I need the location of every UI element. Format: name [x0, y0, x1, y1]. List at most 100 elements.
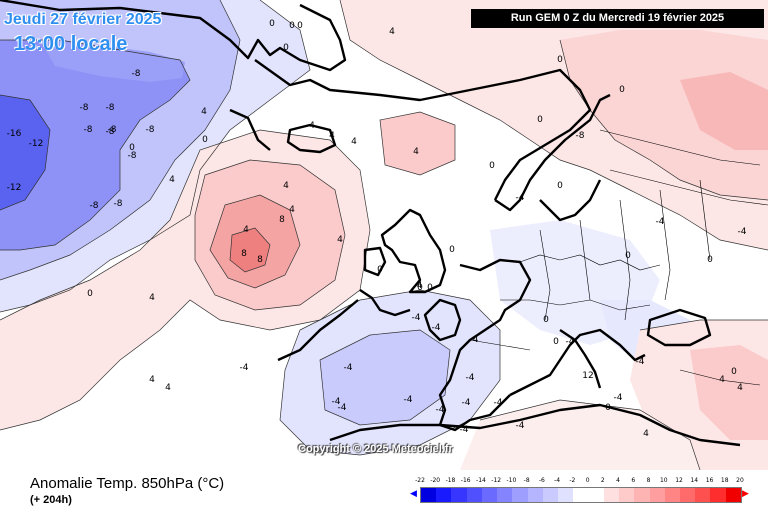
contour-label: 0 — [377, 265, 383, 275]
contour-label: 0 — [417, 283, 423, 293]
run-info-banner: Run GEM 0 Z du Mercredi 19 février 2025 — [471, 9, 764, 28]
contour-label: -4 — [436, 405, 445, 415]
legend-tick-label: -14 — [476, 477, 486, 484]
legend-tick-label: 8 — [646, 477, 651, 484]
legend-tick-label: 10 — [659, 477, 668, 484]
contour-label: 0 — [619, 85, 625, 95]
legend-tick-label: 20 — [736, 477, 744, 484]
contour-label: -4 — [566, 337, 575, 347]
contour-label: -8 — [576, 131, 585, 141]
legend-swatch — [634, 488, 650, 502]
contour-label: 0 — [283, 43, 289, 53]
contour-label: -8 — [132, 69, 141, 79]
legend-tick-label: -16 — [460, 477, 471, 484]
contour-label: 0 — [129, 143, 135, 153]
contour-label: 8 — [279, 215, 285, 225]
legend-swatch — [436, 488, 452, 502]
contour-label: -8 — [84, 125, 93, 135]
legend-swatch — [725, 488, 741, 502]
legend-tick-label: -4 — [554, 477, 561, 484]
contour-label: 4 — [413, 147, 419, 157]
legend-swatch — [679, 488, 696, 502]
contour-label: 0 — [202, 135, 208, 145]
contour-label: -8 — [108, 125, 117, 135]
contour-label: 0 — [557, 55, 563, 65]
contour-label: 0 — [707, 255, 713, 265]
contour-label: -4 — [516, 421, 525, 431]
cold-area-iberia-light — [320, 330, 450, 425]
contour-label: 0 — [625, 251, 631, 261]
legend-tick-label: -10 — [506, 477, 517, 484]
footer: Anomalie Temp. 850hPa (°C) (+ 204h) -22-… — [0, 470, 768, 512]
legend-swatch — [619, 488, 635, 502]
legend-swatch — [451, 488, 467, 502]
legend-tick-label: 14 — [690, 477, 699, 484]
cold-area-greenland-mid — [0, 40, 190, 250]
legend-swatch — [649, 488, 665, 502]
warm-area-atlantic-strong — [230, 228, 270, 272]
warm-area-norwegian-light — [380, 112, 455, 175]
cold-area-baffin-top — [40, 40, 185, 82]
legend-tick-label: 12 — [675, 477, 683, 484]
contour-label: -4 — [466, 373, 475, 383]
forecast-lead-time: (+ 204h) — [30, 494, 72, 506]
contour-label: 4 — [389, 27, 395, 37]
contour-label: -8 — [80, 103, 89, 113]
contour-label: 0 — [605, 403, 611, 413]
contour-label: 0 — [489, 161, 495, 171]
contour-label: -4 — [240, 363, 249, 373]
warm-area-turkey-light — [690, 345, 768, 440]
legend-tick-label: -18 — [445, 477, 456, 484]
contour-label: -4 — [460, 425, 469, 435]
contour-label: 0 — [87, 289, 93, 299]
legend-swatch — [558, 488, 574, 502]
contour-label: -4 — [338, 403, 347, 413]
contour-label: -4 — [636, 357, 645, 367]
contour-label: 0 — [269, 19, 275, 29]
contour-label: 4 — [149, 293, 155, 303]
contour-label: 8 — [257, 255, 263, 265]
contour-label: -8 — [128, 151, 137, 161]
contour-label: -12 — [29, 139, 44, 149]
legend-swatch — [603, 488, 620, 502]
country-borders — [469, 129, 768, 386]
contour-label: -12 — [7, 183, 22, 193]
contour-label: 4 — [289, 205, 295, 215]
legend-tick-label: 0 — [585, 477, 590, 484]
legend-swatch — [527, 488, 543, 502]
valid-time-label: Jeudi 27 février 2025 — [4, 11, 162, 28]
contour-label: -4 — [494, 398, 503, 408]
legend-tick-label: -6 — [538, 477, 545, 484]
contour-label: -8 — [106, 103, 115, 113]
legend-swatch — [421, 488, 437, 502]
legend-tick-label: 18 — [720, 477, 729, 484]
contour-label: -8 — [90, 201, 99, 211]
contour-label: 0 — [449, 245, 455, 255]
color-legend — [420, 487, 742, 503]
contour-label: 4 — [351, 137, 357, 147]
contour-label: 4 — [329, 131, 335, 141]
legend-right-arrow-icon: ▶ — [742, 489, 749, 499]
contour-label: 8 — [241, 249, 247, 259]
legend-tick-label: -2 — [569, 477, 576, 484]
contour-label: 0 — [543, 315, 549, 325]
contour-label: -4 — [404, 395, 413, 405]
contour-label: -4 — [656, 217, 665, 227]
legend-swatch — [542, 488, 559, 502]
contour-label: 0 — [557, 181, 563, 191]
legend-swatch — [695, 488, 711, 502]
legend-swatch — [664, 488, 680, 502]
copyright-watermark: Copyright © 2025 Meteociel.fr — [298, 443, 453, 455]
contour-labels: 0 0 0 0 0 0 0 0 0 0 0 0 -4 -4 -4 -4 -4 -4 -4 -4 -4 -4 -4 -4 -4 -4… — [7, 19, 747, 439]
contour-label: 4 — [643, 429, 649, 439]
contour-label: 0 — [553, 337, 559, 347]
contour-label: -8 — [146, 125, 155, 135]
contour-label: 0 — [537, 115, 543, 125]
map-svg: 0 0 0 0 0 0 0 0 0 0 0 0 -4 -4 -4 -4 -4 -4 -4 -4 -4 -4 -4 -4 -4 -4… — [0, 0, 768, 470]
contour-label: -4 — [738, 227, 747, 237]
contour-label: -4 — [412, 313, 421, 323]
warm-area-northeast-light — [560, 30, 768, 200]
contour-label: 4 — [719, 375, 725, 385]
legend-swatch — [497, 488, 513, 502]
contour-label: -4 — [432, 323, 441, 333]
